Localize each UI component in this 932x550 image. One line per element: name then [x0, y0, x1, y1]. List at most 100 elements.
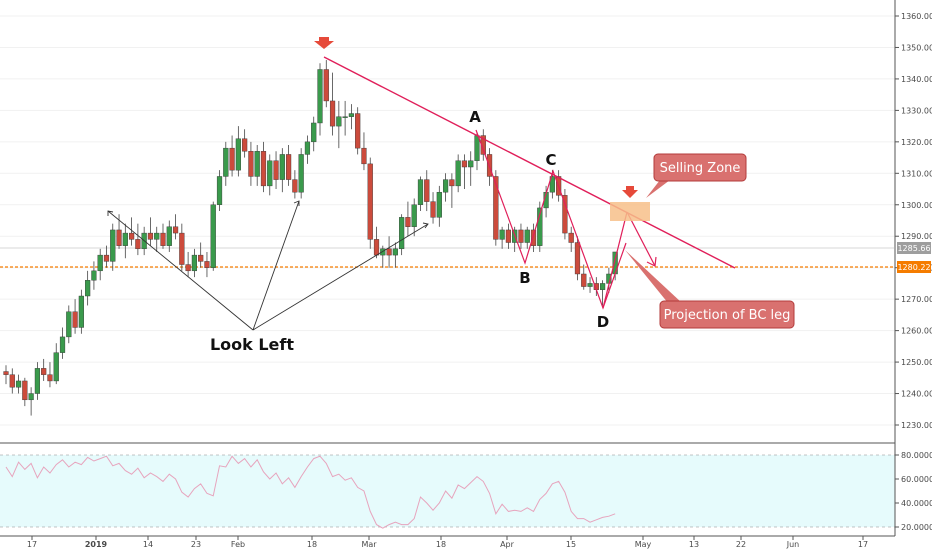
candle-body [254, 151, 260, 177]
candle [537, 201, 543, 252]
time-tick-label: 18 [436, 540, 446, 549]
candle [53, 343, 59, 385]
candle-body [292, 179, 298, 193]
candle-body [392, 248, 398, 256]
candle-body [273, 160, 279, 180]
candle [66, 305, 72, 344]
candle-body [22, 380, 28, 401]
candle [530, 223, 537, 252]
look-left-arrow-1 [107, 210, 254, 331]
candle [493, 170, 499, 246]
candle [254, 144, 260, 186]
candle [216, 170, 223, 212]
candle-body [600, 283, 606, 290]
candle [574, 236, 581, 281]
candle-body [518, 229, 524, 243]
candle [248, 141, 254, 186]
price-axis[interactable]: 1360.00 1350.00 1340.00 1330.00 1320.00 1310.… [895, 12, 932, 430]
rsi-axis[interactable]: 80.0000 60.0000 40.0000 20.0000 [895, 451, 932, 532]
candle [342, 100, 348, 136]
candle [273, 151, 279, 190]
down-arrow-icon [314, 37, 334, 49]
time-axis[interactable]: 17 2019 14 23 Feb 18 Mar 18 Apr 15 May 13 22 Jun 17 [27, 536, 868, 549]
candle-body [411, 204, 417, 227]
candle-body [524, 229, 530, 243]
candle [72, 299, 78, 334]
candle [323, 60, 329, 108]
projection-up-leg [602, 211, 628, 309]
look-left-arrowhead-3 [422, 222, 429, 229]
candle [336, 100, 342, 149]
candle-body [198, 254, 204, 262]
candle [424, 170, 430, 212]
candle [348, 104, 355, 130]
candle [380, 245, 386, 268]
candle [361, 132, 367, 171]
candle [292, 170, 298, 199]
time-tick-label: 22 [736, 540, 746, 549]
selling-zone-box [610, 202, 650, 221]
candle-body [361, 147, 367, 165]
candle-body [128, 232, 135, 240]
candle-body [147, 232, 154, 240]
candle-body [160, 232, 166, 246]
time-tick-label: 2019 [85, 540, 108, 549]
candle [34, 362, 41, 400]
candle-body [436, 191, 442, 218]
candle-body [223, 147, 229, 177]
candle-body [216, 176, 223, 205]
candle-body [53, 352, 59, 382]
callout-pointer [625, 250, 682, 303]
candle-body [461, 160, 468, 168]
time-tick-label: Feb [231, 540, 245, 549]
support-price-tag: 1280.22 [897, 261, 931, 273]
time-tick-label: 17 [858, 540, 868, 549]
tag-background [897, 242, 931, 254]
time-tick-label: 17 [27, 540, 37, 549]
candle-body [386, 248, 392, 256]
candle-body [72, 311, 78, 328]
candle [298, 148, 304, 199]
price-tick-label: 1230.00 [901, 421, 932, 430]
abcd-pattern-line [475, 129, 627, 310]
candle [317, 63, 323, 136]
candle-body [172, 226, 179, 234]
candle-body [530, 229, 537, 246]
price-tick-label: 1340.00 [901, 75, 932, 84]
candle [242, 129, 248, 158]
candle-body [103, 254, 110, 262]
candle [78, 289, 84, 334]
candle-body [380, 248, 386, 256]
candle-body [248, 151, 254, 177]
candle [386, 236, 392, 268]
time-tick-label: 15 [566, 540, 576, 549]
candle [97, 248, 103, 281]
point-c-label: C [545, 151, 556, 169]
time-tick-label: 23 [191, 540, 201, 549]
candle-body [367, 163, 373, 240]
candle-body [154, 232, 160, 240]
candle [229, 135, 235, 177]
candle-body [210, 204, 216, 268]
candle [505, 223, 512, 249]
candle [91, 261, 97, 290]
candle [436, 185, 442, 227]
candle [279, 148, 285, 193]
candle-body [41, 368, 47, 375]
candle [160, 223, 166, 249]
candle [59, 327, 66, 359]
candle [47, 362, 53, 388]
candle-body [166, 226, 172, 246]
candle-body [405, 217, 411, 227]
tag-background [897, 261, 931, 273]
candle [28, 387, 34, 416]
look-left-arrows [107, 200, 429, 331]
look-left-arrow-2 [252, 200, 300, 331]
candle-body [235, 138, 241, 171]
candle [267, 154, 273, 196]
candle-body [443, 179, 449, 193]
candle-body [47, 374, 53, 382]
candle-body [116, 229, 122, 246]
